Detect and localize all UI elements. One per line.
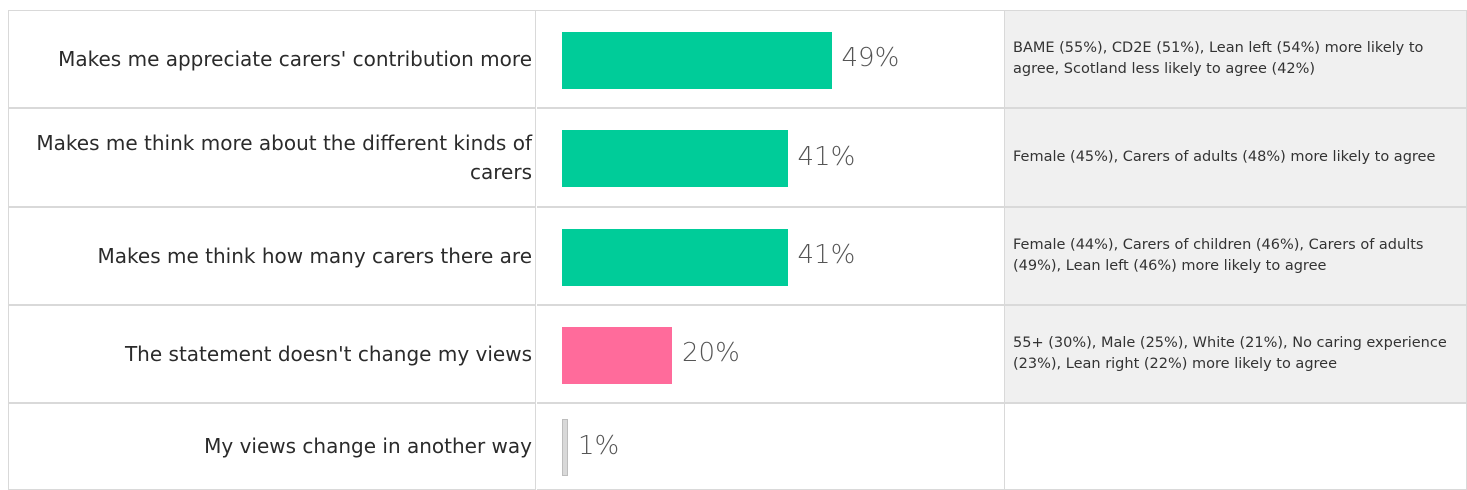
bar bbox=[562, 326, 672, 384]
note-cell: Female (44%), Carers of children (46%), … bbox=[1005, 207, 1467, 305]
note-cell: BAME (55%), CD2E (51%), Lean left (54%) … bbox=[1005, 10, 1467, 108]
value-label: 41% bbox=[797, 240, 856, 270]
category-label: My views change in another way bbox=[8, 403, 536, 490]
bar-cell: 41% bbox=[537, 207, 1005, 305]
category-label: Makes me think how many carers there are bbox=[8, 207, 536, 305]
category-label: The statement doesn't change my views bbox=[8, 305, 536, 403]
note-cell: Female (45%), Carers of adults (48%) mor… bbox=[1005, 108, 1467, 207]
bar bbox=[562, 130, 788, 187]
table-row: Makes me appreciate carers' contribution… bbox=[0, 10, 1467, 108]
note-cell bbox=[1005, 403, 1467, 490]
bar-cell: 41% bbox=[537, 108, 1005, 207]
category-label: Makes me appreciate carers' contribution… bbox=[8, 10, 536, 108]
table-row: Makes me think how many carers there are… bbox=[0, 207, 1467, 305]
value-label: 1% bbox=[578, 430, 620, 461]
value-label: 41% bbox=[797, 141, 856, 172]
bar-cell: 1% bbox=[537, 403, 1005, 490]
table-row: The statement doesn't change my views 20%… bbox=[0, 305, 1467, 403]
bar bbox=[562, 31, 832, 89]
note-cell: 55+ (30%), Male (25%), White (21%), No c… bbox=[1005, 305, 1467, 403]
table-row: Makes me think more about the different … bbox=[0, 108, 1467, 207]
category-label: Makes me think more about the different … bbox=[8, 108, 536, 207]
bar bbox=[562, 419, 568, 476]
bar-cell: 20% bbox=[537, 305, 1005, 403]
bar-cell: 49% bbox=[537, 10, 1005, 108]
value-label: 20% bbox=[682, 338, 740, 368]
table-row: My views change in another way 1% bbox=[0, 403, 1467, 490]
bar bbox=[562, 228, 788, 286]
value-label: 49% bbox=[841, 43, 900, 73]
